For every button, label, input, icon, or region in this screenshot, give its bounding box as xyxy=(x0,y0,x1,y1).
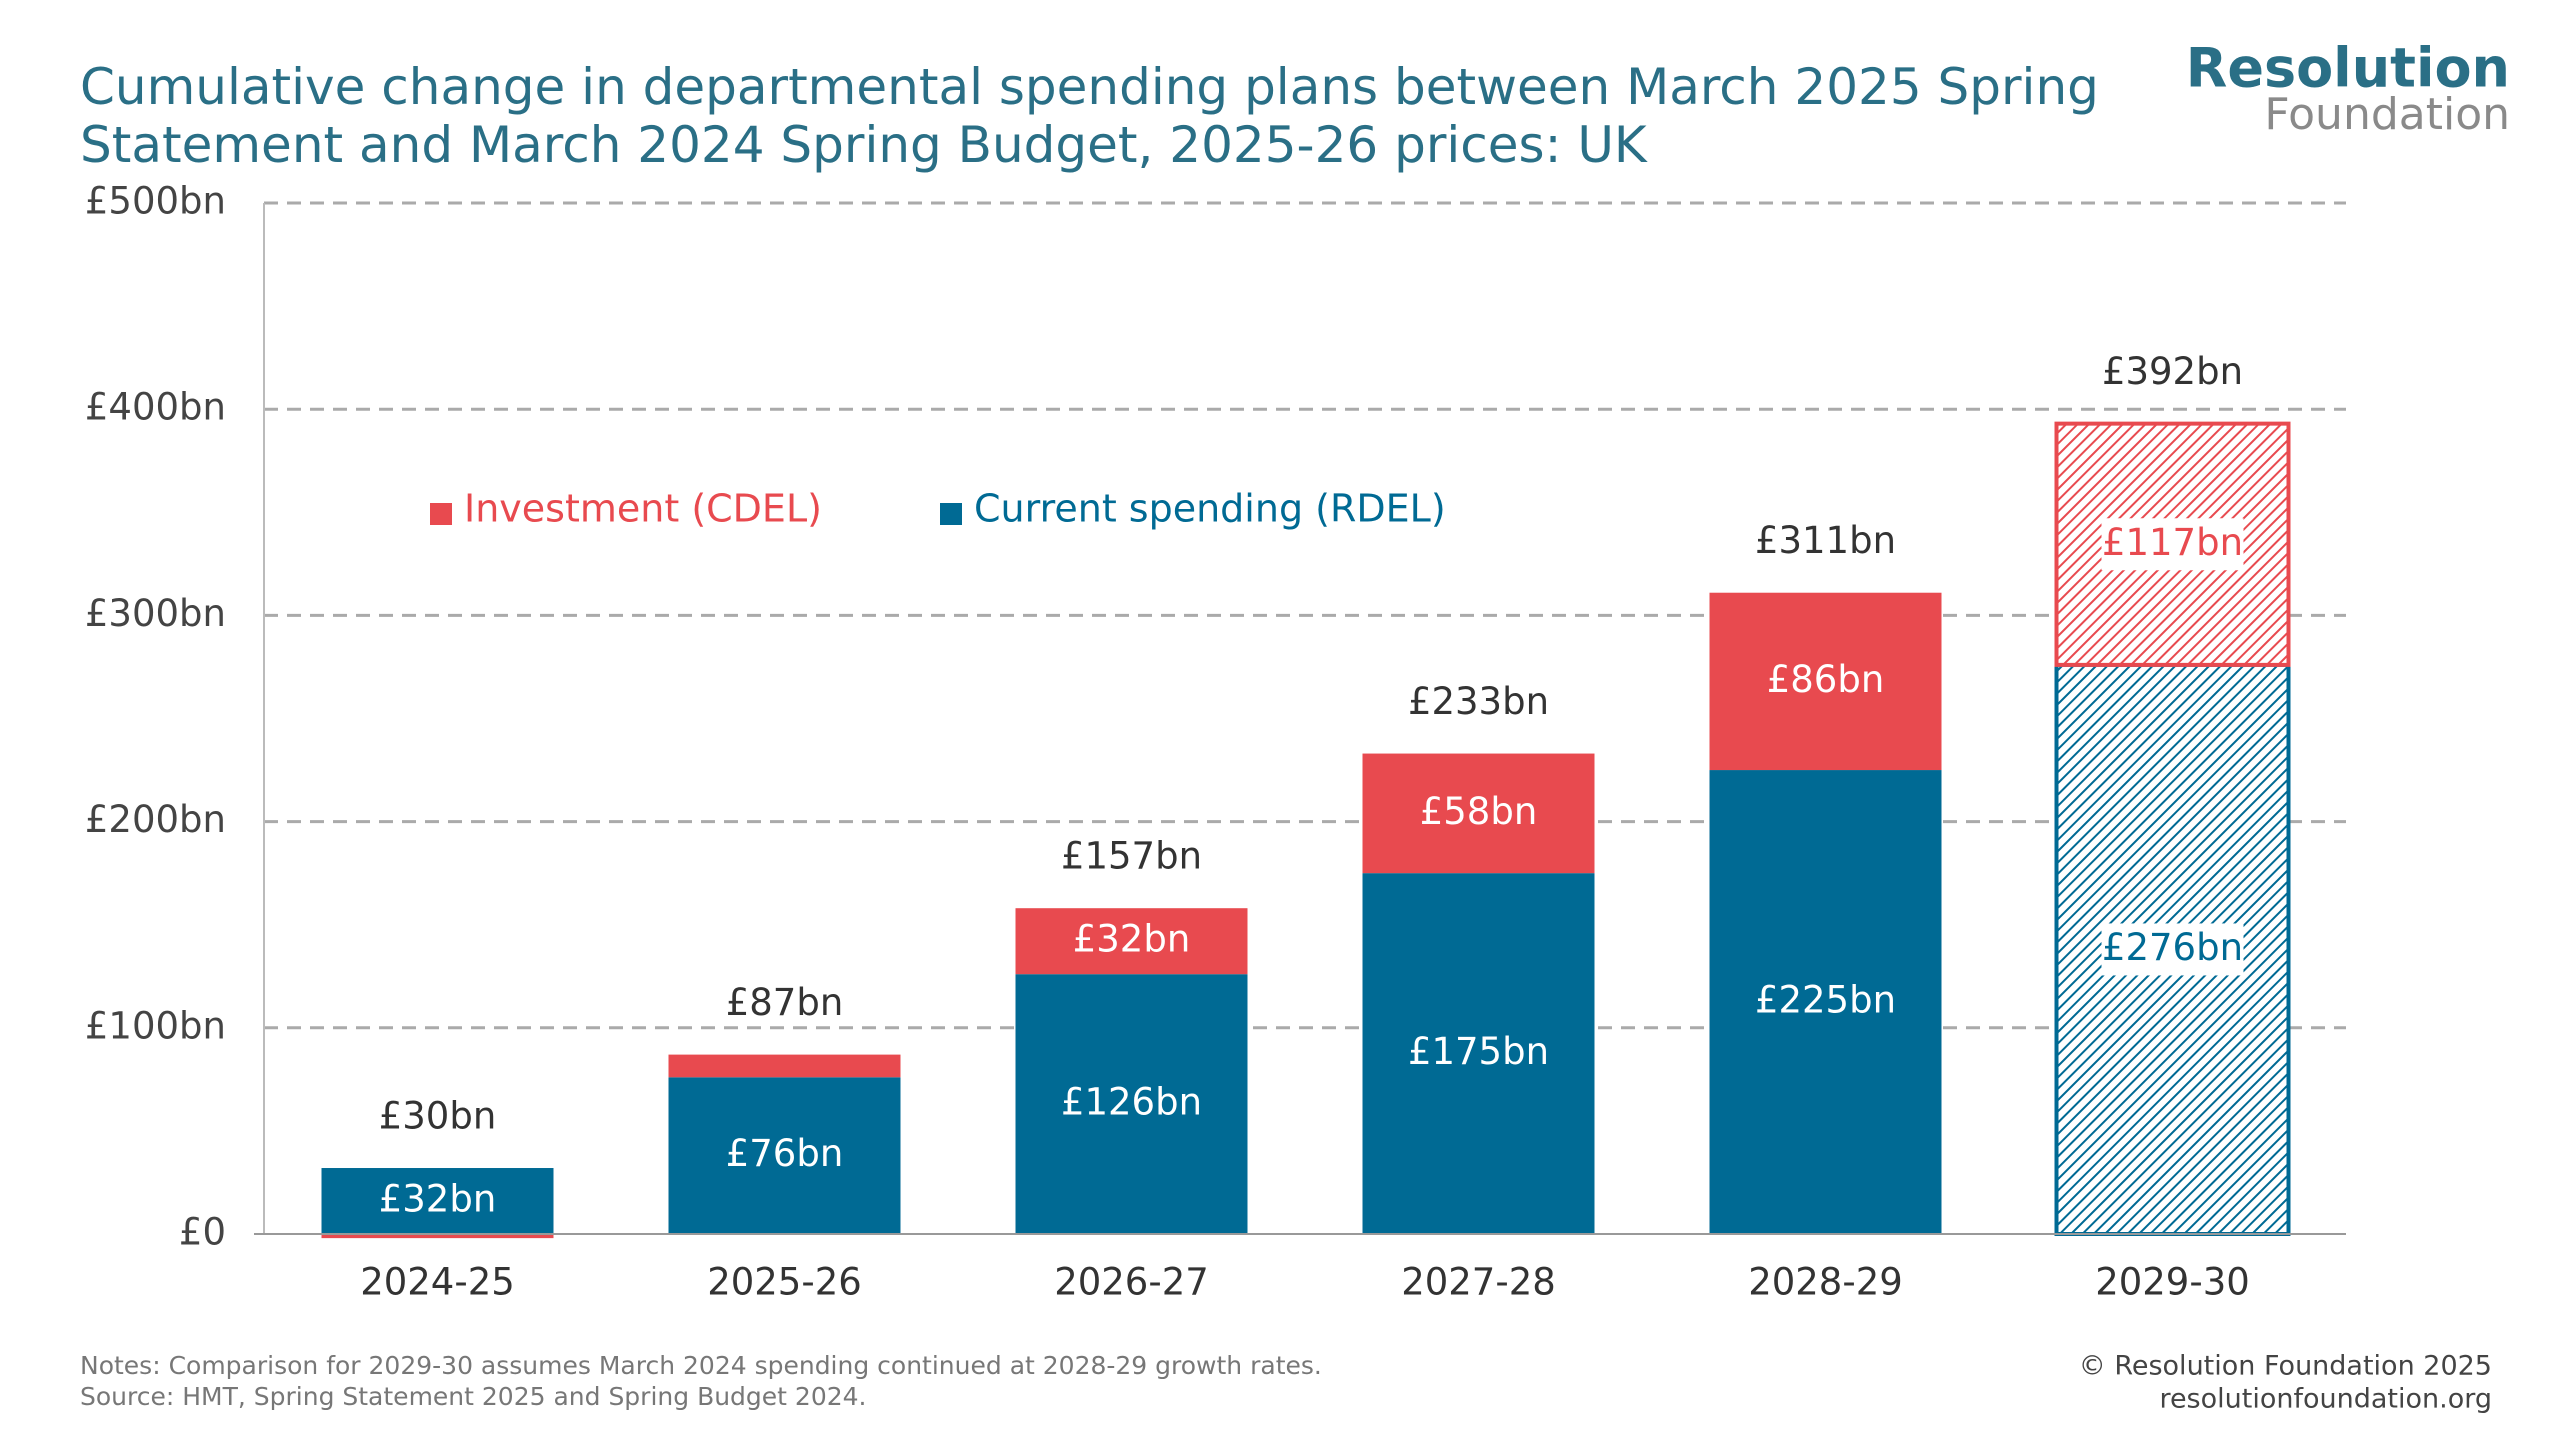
brand-name: Resolution xyxy=(2186,37,2510,100)
total-label: £311bn xyxy=(1755,519,1896,562)
note: Notes: Comparison for 2029-30 assumes Ma… xyxy=(80,1351,1322,1380)
x-tick-label: 2028-29 xyxy=(1748,1261,1903,1304)
data-label: £58bn xyxy=(1420,790,1538,833)
data-label: £126bn xyxy=(1061,1081,1202,1124)
x-tick-label: 2026-27 xyxy=(1054,1261,1209,1304)
bar-segment xyxy=(321,1234,554,1239)
total-label: £87bn xyxy=(726,981,844,1024)
legend-swatch xyxy=(940,503,962,525)
legend-label: Investment (CDEL) xyxy=(464,487,822,531)
legend-label: Current spending (RDEL) xyxy=(974,487,1446,531)
bar-segment xyxy=(1362,753,1595,874)
legend-swatch xyxy=(430,503,452,525)
chart-title: Cumulative change in departmental spendi… xyxy=(80,58,2099,174)
total-label: £233bn xyxy=(1408,680,1549,723)
bar-segment xyxy=(668,1054,901,1078)
data-label: £32bn xyxy=(379,1178,497,1221)
y-tick-label: £400bn xyxy=(85,386,226,429)
data-label: £276bn xyxy=(2102,926,2243,969)
data-label: £175bn xyxy=(1408,1030,1549,1073)
brand-name: Foundation xyxy=(2264,89,2510,140)
label-background xyxy=(2101,518,2244,571)
y-tick-label: £100bn xyxy=(85,1004,226,1047)
data-label: £32bn xyxy=(1073,918,1191,961)
y-tick-label: £0 xyxy=(179,1211,226,1254)
total-label: £392bn xyxy=(2102,350,2243,393)
bar-segment xyxy=(1015,974,1248,1234)
bar-segment xyxy=(1709,770,1942,1234)
label-background xyxy=(2101,923,2244,976)
total-label: £30bn xyxy=(379,1095,497,1138)
bar-segment xyxy=(321,1168,554,1234)
x-tick-label: 2027-28 xyxy=(1401,1261,1556,1304)
credit: © Resolution Foundation 2025 xyxy=(2079,1351,2492,1382)
data-label: £86bn xyxy=(1767,658,1885,701)
bar-segment xyxy=(1709,592,1942,771)
bar-segment xyxy=(1015,908,1248,975)
y-tick-label: £200bn xyxy=(85,798,226,841)
x-tick-label: 2029-30 xyxy=(2095,1261,2250,1304)
bar-segment xyxy=(668,1077,901,1234)
data-label: £225bn xyxy=(1755,979,1896,1022)
data-label: £76bn xyxy=(726,1132,844,1175)
x-tick-label: 2024-25 xyxy=(360,1261,515,1304)
credit: resolutionfoundation.org xyxy=(2159,1384,2492,1415)
bar-segment xyxy=(1362,873,1595,1234)
y-tick-label: £500bn xyxy=(85,180,226,223)
x-tick-label: 2025-26 xyxy=(707,1261,862,1304)
y-tick-label: £300bn xyxy=(85,592,226,635)
data-label: £117bn xyxy=(2102,521,2243,564)
note: Source: HMT, Spring Statement 2025 and S… xyxy=(80,1382,867,1411)
total-label: £157bn xyxy=(1061,835,1202,878)
